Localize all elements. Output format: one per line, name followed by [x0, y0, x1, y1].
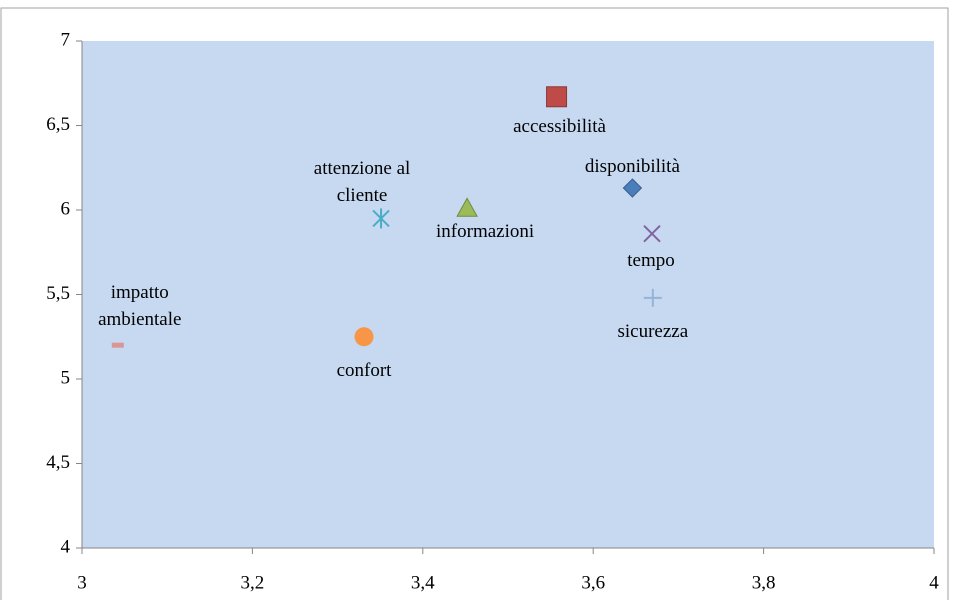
y-tick-label: 4 [61, 536, 71, 557]
point-label: attenzione al cliente [313, 158, 411, 207]
point-label: informazioni [436, 221, 535, 243]
x-tick-label: 3,2 [241, 572, 265, 593]
data-point [643, 224, 661, 243]
marker [111, 342, 124, 348]
x-tick-label: 3,8 [752, 572, 776, 593]
data-point [546, 86, 568, 108]
x-tick-label: 4 [929, 572, 939, 593]
y-tick-label: 6,5 [46, 114, 70, 135]
plot-area [82, 41, 934, 548]
point-label: accessibilità [513, 115, 606, 137]
x-tick-label: 3,6 [581, 572, 605, 593]
marker [643, 224, 661, 243]
data-point [643, 288, 662, 307]
y-tick-label: 4,5 [46, 452, 70, 473]
point-label: sicurezza [617, 320, 689, 342]
marker [622, 178, 643, 198]
marker [456, 197, 478, 217]
y-tick-label: 5,5 [46, 283, 70, 304]
data-point [372, 208, 390, 229]
data-point [456, 197, 478, 217]
data-point [622, 178, 643, 198]
y-tick-label: 7 [61, 29, 71, 50]
y-tick-label: 5 [61, 367, 71, 388]
point-label: tempo [627, 249, 675, 271]
point-label: impatto ambientale [98, 282, 182, 331]
y-tick-label: 6 [61, 198, 71, 219]
chart-border [0, 7, 949, 600]
marker [354, 327, 374, 347]
data-point [111, 342, 124, 348]
data-point [354, 327, 374, 347]
point-label: disponibilità [584, 156, 680, 178]
x-tick-label: 3 [77, 572, 87, 593]
marker [546, 86, 568, 108]
point-label: confort [336, 359, 392, 381]
x-tick-label: 3,4 [411, 572, 435, 593]
